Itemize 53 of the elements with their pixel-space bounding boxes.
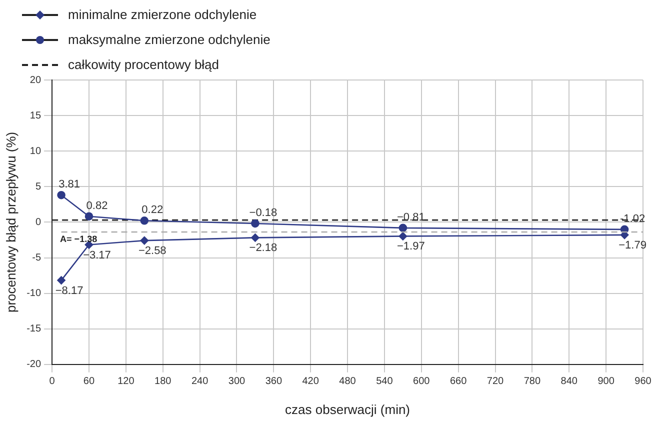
y-tick-label: -5 bbox=[32, 252, 42, 264]
x-tick-label: 540 bbox=[376, 376, 394, 388]
x-tick-label: 780 bbox=[524, 376, 541, 388]
x-tick-label: 180 bbox=[154, 376, 172, 388]
point bbox=[398, 232, 408, 240]
point bbox=[251, 234, 260, 242]
x-tick-label: 360 bbox=[265, 376, 282, 388]
x-tick-label: 720 bbox=[486, 376, 504, 388]
x-tick-label: 240 bbox=[191, 376, 209, 388]
legend-label: całkowity procentowy błąd bbox=[68, 57, 220, 72]
point bbox=[84, 212, 94, 221]
x-axis-title: czas obserwacji (min) bbox=[285, 402, 410, 417]
data-label: 0.22 bbox=[142, 204, 164, 216]
x-tick-label: 480 bbox=[339, 376, 356, 388]
x-tick-label: 960 bbox=[634, 376, 652, 388]
y-tick-label: -15 bbox=[26, 324, 42, 335]
y-tick-label: 20 bbox=[30, 74, 42, 86]
x-tick-label: 660 bbox=[450, 376, 468, 388]
data-label: −8.17 bbox=[55, 284, 84, 297]
point bbox=[251, 219, 260, 228]
ref-line-label: A= −1.38 bbox=[60, 234, 98, 244]
point bbox=[57, 276, 66, 284]
y-tick-label: -10 bbox=[26, 288, 42, 300]
x-tick-label: 0 bbox=[49, 376, 56, 388]
y-tick-label: 0 bbox=[35, 216, 42, 228]
data-label: −0.81 bbox=[397, 211, 425, 224]
y-axis-title: procentowy błąd przepływu (%) bbox=[3, 132, 18, 313]
x-tick-label: 60 bbox=[83, 376, 95, 388]
y-tick-label: 5 bbox=[35, 181, 42, 192]
point bbox=[398, 224, 408, 232]
x-tick-label: 900 bbox=[598, 376, 615, 388]
x-tick-label: 120 bbox=[118, 376, 135, 388]
data-label: −3.17 bbox=[83, 249, 111, 262]
legend-label: maksymalne zmierzone odchylenie bbox=[68, 32, 270, 47]
point bbox=[140, 236, 149, 245]
data-label: −2.58 bbox=[138, 245, 166, 258]
data-label: −0.18 bbox=[249, 207, 278, 220]
data-label: 0.82 bbox=[86, 200, 108, 212]
point bbox=[140, 216, 149, 225]
y-tick-label: 10 bbox=[30, 146, 42, 157]
data-label: −2.18 bbox=[249, 242, 278, 254]
x-tick-label: 600 bbox=[413, 376, 430, 388]
data-label: −1.79 bbox=[618, 239, 646, 252]
x-tick-label: 300 bbox=[228, 376, 246, 388]
y-tick-label: -20 bbox=[26, 359, 42, 370]
data-label: 3.81 bbox=[58, 178, 80, 191]
data-label: -1.02 bbox=[620, 212, 646, 225]
y-tick-label: 15 bbox=[30, 110, 42, 122]
point bbox=[57, 190, 66, 200]
x-tick-label: 420 bbox=[302, 376, 320, 388]
legend-label: minimalne zmierzone odchylenie bbox=[68, 7, 257, 22]
data-label: −1.97 bbox=[397, 240, 425, 253]
x-tick-label: 840 bbox=[560, 376, 578, 388]
